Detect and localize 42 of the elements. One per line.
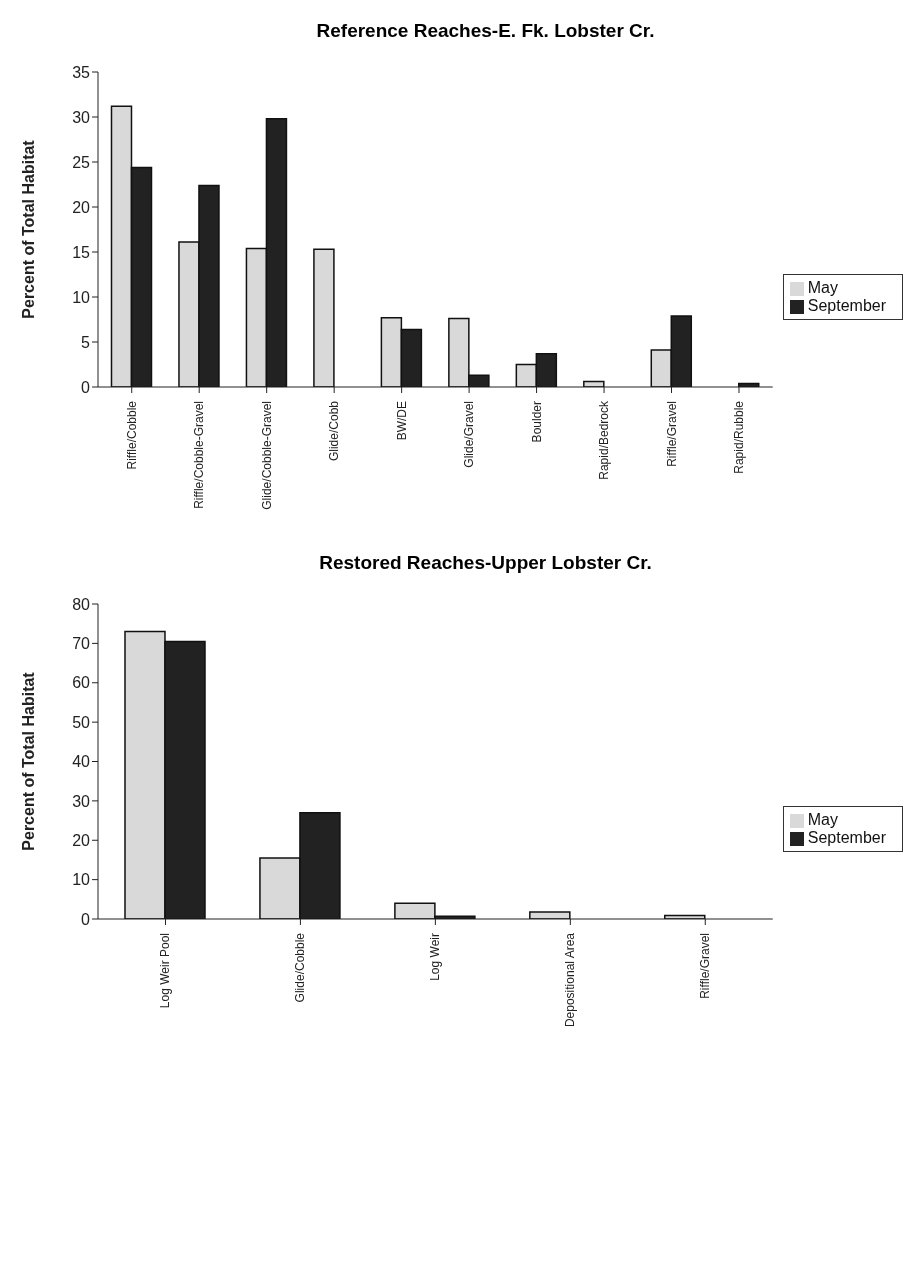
y-tick-label: 80	[72, 595, 91, 613]
x-tick-label: Depositional Area	[563, 932, 578, 1028]
y-tick-label: 70	[72, 635, 91, 653]
legend-label: May	[807, 279, 838, 296]
x-tick-label: Glide/Cobb	[327, 400, 342, 462]
x-tick-label: Rapid/Bedrock	[597, 400, 612, 480]
y-tick-label: 40	[72, 753, 91, 771]
x-tick-label: Glide/Cobble	[293, 932, 308, 1003]
x-tick-label: Log Weir Pool	[158, 933, 173, 1009]
y-tick-label: 5	[81, 333, 91, 351]
y-tick-label: 15	[72, 243, 91, 261]
y-tick-label: 30	[72, 108, 91, 126]
legend-label: September	[807, 297, 886, 314]
x-tick-label: Glide/Cobble-Gravel	[259, 401, 274, 510]
bar	[313, 248, 335, 387]
y-axis-title: Percent of Total Habitat	[19, 139, 37, 319]
y-tick-label: 10	[72, 871, 91, 889]
x-tick-label: Riffle/Cobble	[124, 400, 139, 470]
y-tick-label: 20	[72, 831, 91, 849]
y-tick-label: 50	[72, 713, 91, 731]
x-tick-label: Boulder	[529, 401, 544, 443]
legend-label: May	[807, 811, 838, 828]
y-tick-label: 10	[72, 288, 91, 306]
x-tick-label: Riffle/Cobble-Gravel	[192, 401, 207, 509]
x-tick-label: Rapid/Rubble	[732, 400, 746, 474]
x-tick-label: BW/DE	[394, 401, 409, 441]
x-tick-label: Riffle/Gravel	[698, 933, 713, 999]
x-tick-label: Log Weir	[428, 933, 443, 981]
y-tick-label: 20	[72, 198, 91, 216]
y-tick-label: 30	[72, 792, 91, 810]
chart-title: Reference Reaches-E. Fk. Lobster Cr.	[315, 20, 656, 42]
x-tick-label: Riffle/Gravel	[664, 401, 679, 467]
legend-label: September	[807, 829, 886, 846]
y-tick-label: 60	[72, 674, 91, 692]
y-axis-title: Percent of Total Habitat	[19, 671, 37, 851]
chart-title: Restored Reaches-Upper Lobster Cr.	[318, 552, 653, 574]
y-tick-label: 0	[81, 378, 91, 396]
bar	[529, 911, 571, 919]
y-tick-label: 35	[72, 63, 91, 81]
y-tick-label: 25	[72, 153, 91, 171]
y-tick-label: 0	[81, 910, 91, 928]
x-tick-label: Glide/Gravel	[462, 401, 477, 468]
